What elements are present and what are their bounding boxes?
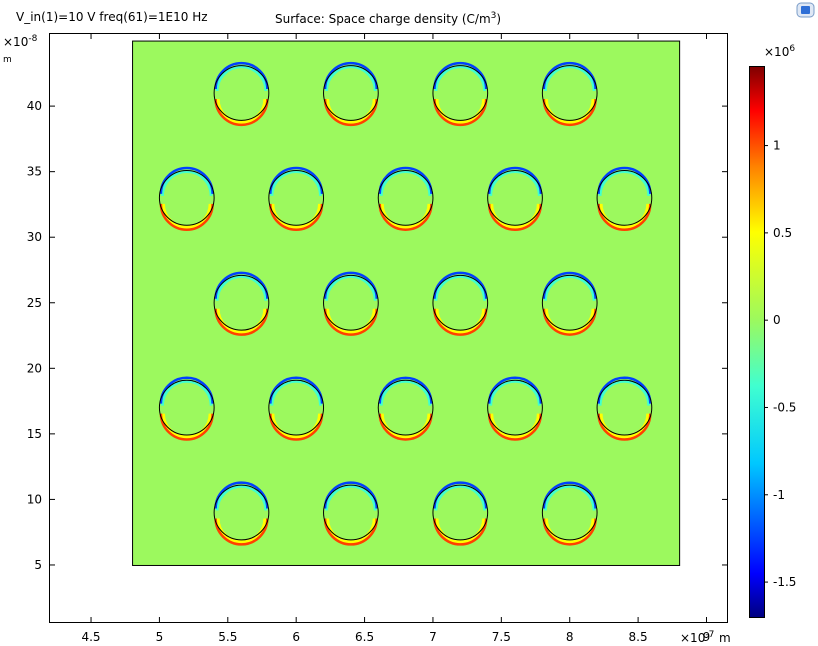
x-axis-ticks: 4.5 5 5.5 6 6.5 7 7.5 8 8.5 9 xyxy=(81,34,710,644)
chart-title: Surface: Space charge density (C/m3) xyxy=(275,11,501,26)
hole-11 xyxy=(432,271,489,336)
x-tick-label-9: 9 xyxy=(703,630,711,644)
colorbar-tick-label-5: -1.5 xyxy=(773,575,796,589)
x-tick-label-0: 4.5 xyxy=(81,630,100,644)
chart-title-sup: 3 xyxy=(491,11,497,21)
y-tick-label-1: 10 xyxy=(27,492,42,506)
hole-9 xyxy=(213,271,270,336)
x-multiplier-base: ×10 xyxy=(680,631,705,645)
hole-12 xyxy=(541,271,598,336)
colorbar-multiplier: ×106 xyxy=(764,44,795,59)
x-multiplier: ×10-7 xyxy=(680,630,714,645)
chart-title-main: Surface: Space charge density (C/m xyxy=(275,12,491,26)
colorbar xyxy=(749,66,765,618)
x-tick-label-7: 8 xyxy=(566,630,574,644)
hole-21 xyxy=(541,481,598,546)
hole-18 xyxy=(213,481,270,546)
colorbar-ticks: 1 0.5 0 -0.5 -1 -1.5 xyxy=(764,139,796,589)
snapshot-icon[interactable] xyxy=(796,2,815,18)
y-multiplier-exp: -8 xyxy=(28,34,37,44)
colorbar-tick-label-2: 0 xyxy=(773,313,781,327)
hole-4 xyxy=(158,166,215,231)
x-tick-label-4: 6.5 xyxy=(355,630,374,644)
colorbar-tick-label-3: -0.5 xyxy=(773,400,796,414)
colorbar-tick-label-4: -1 xyxy=(773,488,785,502)
y-multiplier-base: ×10 xyxy=(3,35,28,49)
hole-19 xyxy=(323,481,379,546)
x-tick-label-3: 6 xyxy=(292,630,300,644)
hole-14 xyxy=(268,376,325,441)
hole-7 xyxy=(487,166,543,231)
hole-17 xyxy=(596,376,653,441)
y-tick-label-6: 35 xyxy=(27,165,42,179)
holes-layer xyxy=(158,61,653,546)
x-tick-label-5: 7 xyxy=(429,630,437,644)
hole-15 xyxy=(377,376,434,441)
y-tick-label-0: 5 xyxy=(34,558,42,572)
hole-10 xyxy=(323,271,379,336)
axes-frame xyxy=(49,33,728,623)
y-multiplier: ×10-8 xyxy=(3,34,38,49)
x-tick-label-6: 7.5 xyxy=(492,630,511,644)
y-unit: m xyxy=(3,55,12,65)
y-tick-label-7: 40 xyxy=(27,99,42,113)
hole-6 xyxy=(377,166,434,231)
hole-2 xyxy=(432,61,489,127)
y-axis-ticks: 5 10 15 20 25 30 35 40 xyxy=(27,99,727,572)
hole-1 xyxy=(323,61,379,127)
y-tick-label-3: 20 xyxy=(27,361,42,375)
colorbar-multiplier-exp: 6 xyxy=(789,44,795,54)
colorbar-multiplier-base: ×10 xyxy=(764,45,789,59)
hole-13 xyxy=(158,376,215,441)
hole-3 xyxy=(541,61,598,127)
y-tick-label-4: 25 xyxy=(27,296,42,310)
x-tick-label-1: 5 xyxy=(156,630,164,644)
hole-0 xyxy=(213,61,270,127)
colorbar-tick-label-0: 1 xyxy=(773,139,781,153)
hole-5 xyxy=(268,166,325,231)
hole-16 xyxy=(487,376,543,441)
x-unit: m xyxy=(719,631,731,645)
y-tick-label-2: 15 xyxy=(27,427,42,441)
x-tick-label-8: 8.5 xyxy=(629,630,648,644)
x-tick-label-2: 5.5 xyxy=(218,630,237,644)
colorbar-tick-label-1: 0.5 xyxy=(773,226,792,240)
hole-8 xyxy=(596,166,653,231)
parameter-label: V_in(1)=10 V freq(61)=1E10 Hz xyxy=(16,10,208,24)
x-multiplier-exp: -7 xyxy=(705,630,714,640)
hole-20 xyxy=(432,481,489,546)
chart-title-end: ) xyxy=(496,12,501,26)
y-tick-label-5: 30 xyxy=(27,230,42,244)
